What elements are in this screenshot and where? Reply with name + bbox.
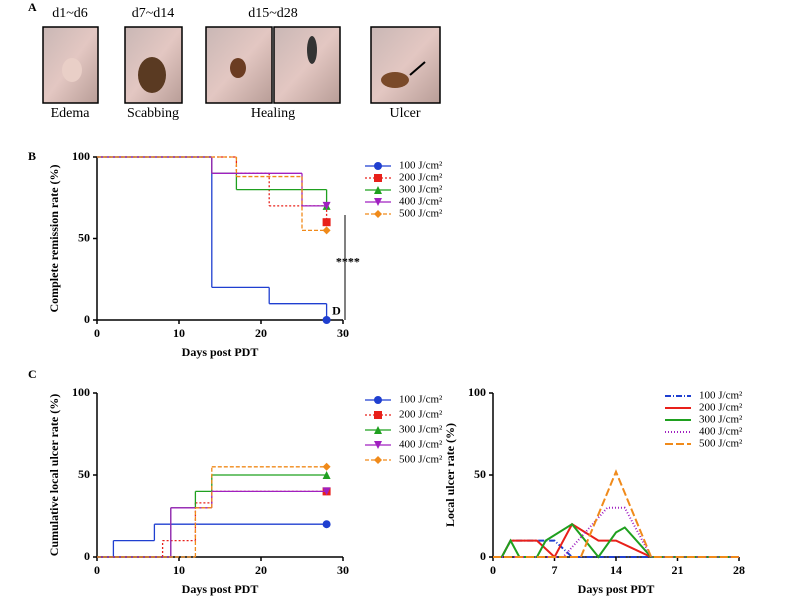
legend-label: 100 J/cm² [399,394,443,406]
legend-label: 400 J/cm² [699,426,743,438]
x-tick-label: 28 [733,563,745,577]
panel-label: B [28,149,36,163]
y-tick-label: 100 [468,385,486,399]
photo-caption: Edema [51,106,91,121]
marker [322,462,331,471]
legend-label: 300 J/cm² [699,414,743,426]
photo-caption: Scabbing [127,106,179,121]
legend-label: 400 J/cm² [399,196,443,208]
x-tick-label: 21 [672,563,684,577]
x-tick-label: 20 [255,326,267,340]
legend-label: 500 J/cm² [699,438,743,450]
photo-group: d7~d14 [132,6,175,21]
legend-label: 100 J/cm² [699,390,743,402]
marker [374,198,382,206]
photo-group: d1~d6 [52,6,88,21]
photo [370,26,441,104]
marker [374,426,382,434]
y-axis-label: Local ulcer rate (%) [443,423,457,527]
y-axis-label: Complete remission rate (%) [47,164,61,312]
y-tick-label: 0 [480,549,486,563]
lesion [307,36,317,64]
series-line [493,469,739,558]
legend-label: 500 J/cm² [399,208,443,220]
y-tick-label: 50 [78,230,90,244]
x-tick-label: 20 [255,563,267,577]
marker [374,174,382,182]
series-line [493,522,739,559]
marker [322,218,331,227]
x-tick-label: 0 [94,326,100,340]
lesion [381,72,409,88]
y-axis-label: Cumulative local ulcer rate (%) [47,394,61,556]
y-tick-label: 50 [474,467,486,481]
lesion [62,58,82,82]
panel-label: A [28,0,37,14]
x-tick-label: 30 [337,326,349,340]
legend-label: 200 J/cm² [399,409,443,421]
legend-label: 500 J/cm² [399,454,443,466]
marker [374,186,382,194]
y-tick-label: 0 [84,549,90,563]
marker [322,471,331,479]
lesion [138,57,166,93]
annotation: **** [336,255,360,269]
y-tick-label: 0 [84,312,90,326]
series-line [493,522,739,559]
marker [322,316,331,324]
x-tick-label: 7 [552,563,558,577]
legend-label: 100 J/cm² [399,160,443,172]
x-tick-label: 0 [490,563,496,577]
x-axis-label: Days post PDT [182,582,259,596]
x-axis-label: Days post PDT [578,582,655,596]
legend-label: 300 J/cm² [399,424,443,436]
photos [42,26,441,104]
marker [374,411,382,419]
panel-label: C [28,367,37,381]
legend-label: 300 J/cm² [399,184,443,196]
x-tick-label: 14 [610,563,622,577]
photo-caption: Healing [251,106,295,121]
marker [374,396,382,404]
y-tick-label: 100 [72,385,90,399]
x-tick-label: 0 [94,563,100,577]
marker [322,520,331,529]
annotation: D [332,304,341,318]
marker [322,226,331,235]
arrow [409,61,426,76]
marker [374,456,382,464]
legend-label: 200 J/cm² [399,172,443,184]
photo-group: d15~d28 [248,6,298,21]
marker [374,210,382,218]
x-axis-label: Days post PDT [182,345,259,359]
series-line [493,539,739,558]
marker [322,487,331,496]
x-tick-label: 30 [337,563,349,577]
marker [374,441,382,449]
legend-label: 200 J/cm² [699,402,743,414]
legend-label: 400 J/cm² [399,439,443,451]
photo [273,26,341,104]
photo-caption: Ulcer [389,106,420,121]
x-tick-label: 10 [173,326,185,340]
y-tick-label: 50 [78,467,90,481]
marker [374,162,382,170]
lesion [230,58,246,78]
y-tick-label: 100 [72,149,90,163]
x-tick-label: 10 [173,563,185,577]
marker [322,201,331,210]
